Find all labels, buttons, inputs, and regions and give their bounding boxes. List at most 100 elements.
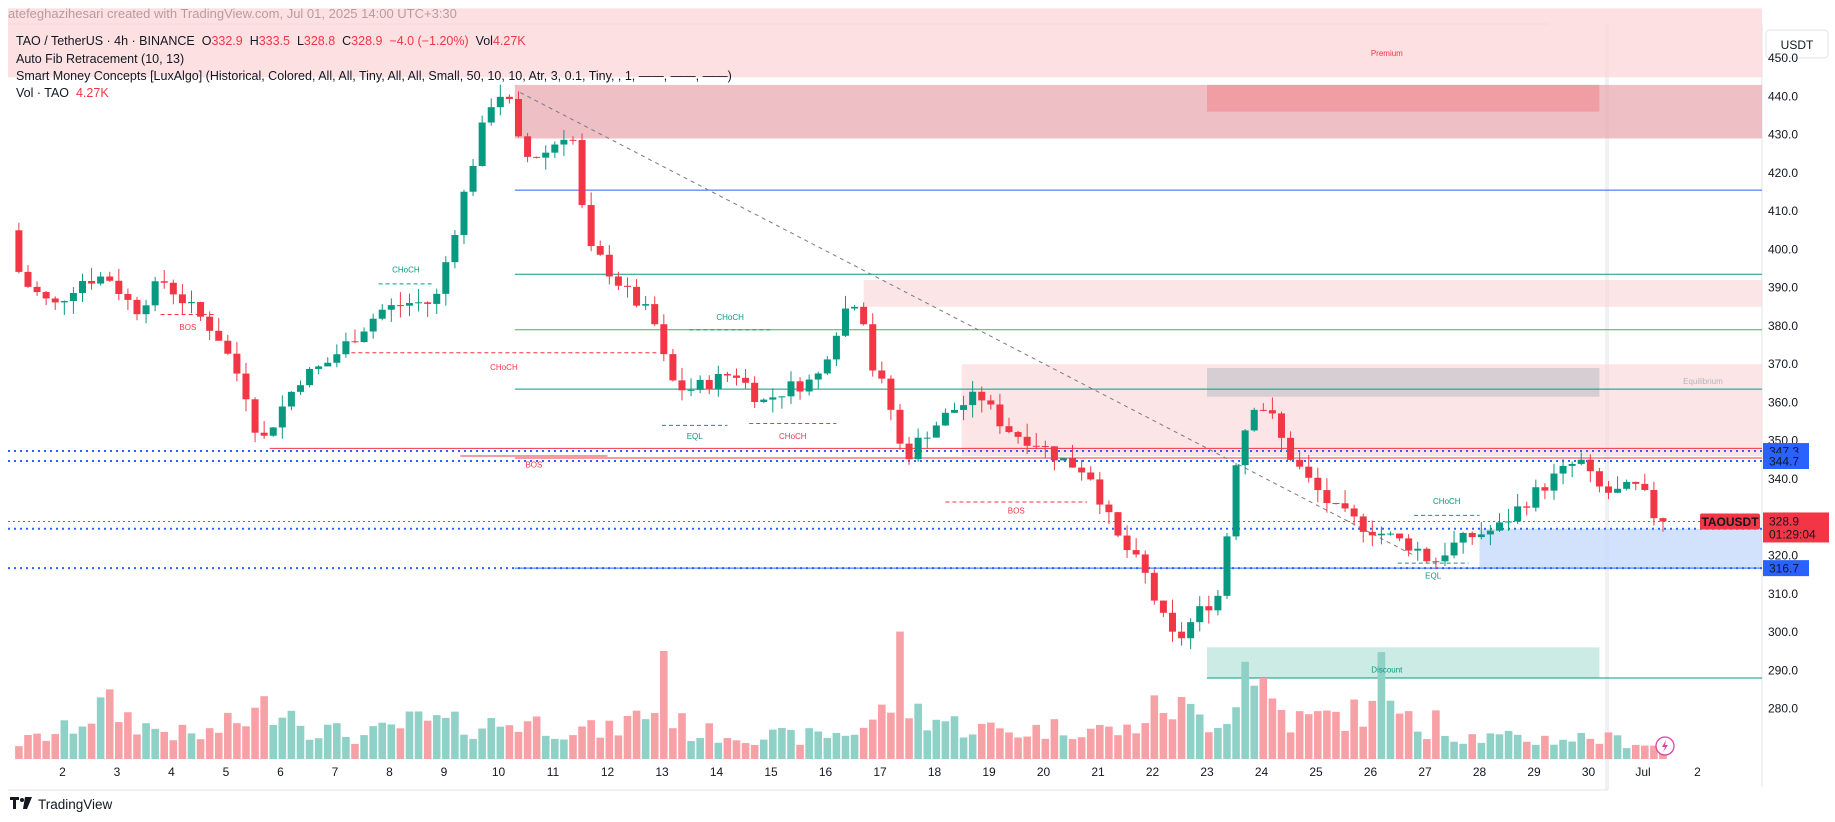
candle-up[interactable]: [778, 396, 786, 398]
candle-down[interactable]: [1168, 612, 1176, 632]
candle-up[interactable]: [306, 368, 314, 386]
candle-up[interactable]: [1614, 488, 1622, 493]
candle-down[interactable]: [860, 306, 868, 325]
candle-down[interactable]: [115, 280, 123, 294]
candle-down[interactable]: [15, 230, 23, 272]
candle-down[interactable]: [106, 276, 114, 281]
candle-down[interactable]: [1041, 445, 1049, 447]
candle-down[interactable]: [796, 381, 804, 392]
candle-down[interactable]: [669, 354, 677, 381]
candle-up[interactable]: [287, 391, 295, 407]
candle-down[interactable]: [242, 373, 250, 400]
candle-down[interactable]: [1650, 489, 1658, 519]
candle-down[interactable]: [1396, 533, 1404, 539]
candle-up[interactable]: [1441, 555, 1449, 562]
candle-up[interactable]: [1196, 606, 1204, 623]
candle-down[interactable]: [1150, 572, 1158, 601]
candle-down[interactable]: [1014, 432, 1022, 437]
candle-down[interactable]: [660, 324, 668, 355]
candle-down[interactable]: [1178, 631, 1186, 639]
candle-down[interactable]: [1105, 504, 1113, 513]
candle-down[interactable]: [1314, 477, 1322, 491]
candle-down[interactable]: [887, 378, 895, 410]
candle-up[interactable]: [187, 302, 195, 304]
candle-down[interactable]: [160, 281, 168, 283]
candle-up[interactable]: [769, 397, 777, 400]
candle-up[interactable]: [469, 166, 477, 192]
candle-down[interactable]: [1332, 503, 1340, 505]
candle-up[interactable]: [642, 304, 650, 306]
candle-down[interactable]: [1259, 409, 1267, 411]
candle-down[interactable]: [1005, 426, 1013, 433]
candle-up[interactable]: [1623, 481, 1631, 489]
candle-up[interactable]: [560, 139, 568, 145]
currency-badge[interactable]: [1765, 29, 1829, 59]
candle-up[interactable]: [1550, 473, 1558, 491]
candle-down[interactable]: [587, 205, 595, 247]
candle-up[interactable]: [950, 409, 958, 413]
candle-up[interactable]: [823, 359, 831, 374]
candle-up[interactable]: [1486, 530, 1494, 535]
candle-down[interactable]: [1350, 508, 1358, 517]
candle-up[interactable]: [1505, 521, 1513, 523]
candle-down[interactable]: [1050, 446, 1058, 461]
candle-down[interactable]: [1604, 486, 1612, 493]
tradingview-logo[interactable]: TradingView: [10, 796, 112, 812]
indicator-volume-legend[interactable]: Vol · TAO 4.27K: [16, 86, 109, 100]
candle-down[interactable]: [42, 292, 50, 299]
candle-up[interactable]: [787, 381, 795, 397]
candle-down[interactable]: [1432, 561, 1440, 563]
candle-down[interactable]: [1595, 471, 1603, 487]
candle-down[interactable]: [33, 286, 41, 293]
candle-up[interactable]: [1187, 622, 1195, 639]
candle-up[interactable]: [1577, 459, 1585, 464]
candle-down[interactable]: [987, 400, 995, 405]
candle-down[interactable]: [896, 409, 904, 444]
candle-up[interactable]: [1232, 465, 1240, 537]
candle-up[interactable]: [805, 379, 813, 392]
candle-up[interactable]: [296, 385, 304, 392]
candle-down[interactable]: [224, 340, 232, 354]
candle-down[interactable]: [1277, 413, 1285, 438]
candle-down[interactable]: [133, 299, 141, 315]
candle-up[interactable]: [542, 152, 550, 158]
candle-down[interactable]: [1132, 550, 1140, 555]
candle-up[interactable]: [1214, 595, 1222, 611]
candle-down[interactable]: [614, 276, 622, 286]
candle-down[interactable]: [1096, 479, 1104, 505]
candle-down[interactable]: [578, 140, 586, 206]
candle-down[interactable]: [524, 136, 532, 157]
candle-up[interactable]: [696, 379, 704, 390]
candle-up[interactable]: [969, 391, 977, 406]
candle-down[interactable]: [51, 298, 59, 303]
candle-down[interactable]: [1341, 503, 1349, 509]
candle-down[interactable]: [215, 330, 223, 341]
candle-down[interactable]: [514, 98, 522, 137]
candle-up[interactable]: [405, 303, 413, 306]
candle-down[interactable]: [88, 281, 96, 284]
candle-down[interactable]: [533, 156, 541, 158]
candle-up[interactable]: [324, 362, 332, 367]
candle-up[interactable]: [714, 373, 722, 390]
candle-down[interactable]: [396, 305, 404, 307]
candle-down[interactable]: [1159, 600, 1167, 613]
candle-down[interactable]: [1368, 531, 1376, 536]
candle-up[interactable]: [78, 281, 86, 293]
candle-down[interactable]: [1032, 445, 1040, 447]
candle-down[interactable]: [596, 246, 604, 255]
candle-down[interactable]: [233, 353, 241, 374]
candle-up[interactable]: [841, 308, 849, 336]
candle-down[interactable]: [424, 302, 432, 304]
candle-up[interactable]: [832, 335, 840, 360]
candle-down[interactable]: [1296, 459, 1304, 467]
candle-up[interactable]: [941, 412, 949, 426]
candle-down[interactable]: [751, 382, 759, 402]
candle-down[interactable]: [1423, 548, 1431, 562]
symbol-name[interactable]: TAO / TetherUS · 4h · BINANCE: [16, 34, 195, 48]
candle-up[interactable]: [960, 405, 968, 410]
candle-up[interactable]: [1514, 506, 1522, 522]
candle-down[interactable]: [633, 286, 641, 306]
candle-up[interactable]: [1477, 534, 1485, 538]
candle-down[interactable]: [905, 443, 913, 460]
